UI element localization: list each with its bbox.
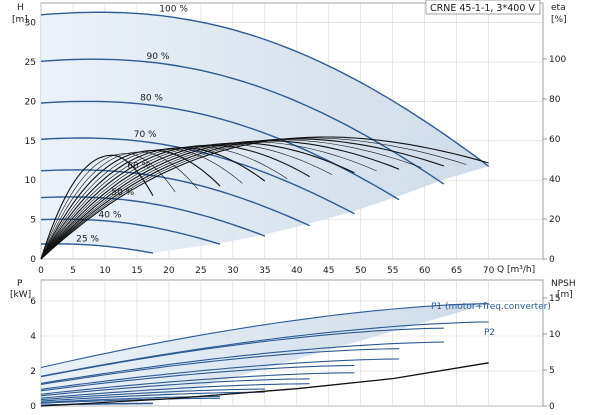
speed-curve — [40, 169, 310, 227]
speed-curve — [40, 218, 221, 245]
efficiency-curve — [40, 149, 221, 260]
speed-curve — [40, 11, 490, 167]
speed-curve — [40, 137, 355, 215]
power-curve-p2 — [40, 321, 489, 377]
x-tick-label: 30 — [227, 266, 239, 276]
efficiency-curve — [40, 141, 377, 260]
efficiency-curve — [40, 151, 198, 260]
power-curve-p1 — [40, 378, 310, 397]
x-tick-label: 60 — [419, 266, 431, 276]
power-tick-label: 2 — [30, 367, 36, 377]
power-tick-label: 6 — [30, 297, 36, 307]
y-tick-label: 30 — [25, 19, 37, 29]
efficiency-curve — [40, 136, 489, 260]
x-tick-label: 50 — [355, 266, 367, 276]
y2-tick-label: 100 — [549, 55, 566, 65]
power-axis-label: P — [17, 279, 23, 289]
x-tick-label: 55 — [387, 266, 398, 276]
y2-tick-label: 40 — [549, 175, 561, 185]
x-tick-label: 10 — [99, 266, 111, 276]
npsh-axis-unit: [m] — [557, 290, 573, 300]
y-tick-label: 0 — [30, 255, 36, 265]
y-tick-label: 10 — [25, 176, 37, 186]
power-curves — [40, 303, 489, 407]
efficiency-axis-label: eta — [551, 3, 566, 13]
y2-tick-label: 60 — [549, 135, 561, 145]
speed-label: 40 % — [99, 210, 122, 220]
power-axis-unit: [kW] — [10, 290, 31, 300]
chart-title-box — [425, 0, 541, 15]
speed-label: 90 % — [147, 52, 170, 62]
speed-label: 70 % — [134, 130, 157, 140]
power-curve-p2 — [40, 391, 265, 402]
x-tick-label: 15 — [131, 266, 142, 276]
head-axis-ticks: 0 5 10 15 20 25 30 35 40 45 50 55 60 65 70 0 5 10 15 20 25 30… — [25, 19, 567, 276]
x-tick-label: 25 — [195, 266, 206, 276]
efficiency-curve — [40, 142, 355, 260]
y2-tick-label: 20 — [549, 215, 561, 225]
efficiency-curve — [40, 143, 333, 260]
speed-label: 100 % — [159, 5, 188, 15]
npsh-tick-label: 5 — [549, 366, 555, 376]
series-label-p2: P2 — [484, 328, 495, 338]
y-tick-label: 15 — [25, 137, 36, 147]
head-axis-unit: [m] — [12, 15, 28, 25]
series-label-p1: P1 (motor+freq.converter) — [431, 302, 551, 312]
chart-title: CRNE 45-1-1, 3*400 V — [430, 3, 535, 14]
power-tick-label: 0 — [30, 402, 36, 412]
npsh-axis-label: NPSH — [551, 279, 576, 289]
speed-curve — [40, 58, 445, 185]
x-tick-label: 35 — [259, 266, 270, 276]
x-tick-label: 20 — [163, 266, 175, 276]
y-tick-label: 25 — [25, 58, 36, 68]
power-curve-p1 — [40, 348, 400, 385]
efficiency-axis-unit: [%] — [551, 15, 567, 25]
npsh-tick-label: 0 — [549, 402, 555, 412]
head-curves: 100 %90 %80 %70 %60 %50 %40 %25 % — [40, 5, 490, 260]
npsh-tick-label: 15 — [549, 294, 560, 304]
power-curve-p1 — [40, 303, 489, 369]
efficiency-curve — [40, 147, 266, 260]
power-axis-ticks: 0 2 4 6 0 5 10 15 — [30, 294, 560, 412]
npsh-tick-label: 10 — [549, 330, 561, 340]
x-tick-label: 70 — [483, 266, 495, 276]
power-curve-p2 — [40, 372, 355, 395]
y2-tick-label: 0 — [549, 255, 555, 265]
efficiency-curve — [40, 137, 467, 260]
x-tick-label: 65 — [451, 266, 462, 276]
speed-label: 80 % — [140, 94, 163, 104]
power-curve-p1 — [40, 327, 444, 378]
efficiency-curve — [40, 146, 288, 260]
y-tick-label: 5 — [30, 216, 36, 226]
x-tick-label: 0 — [38, 266, 44, 276]
speed-curve — [41, 243, 154, 254]
x-tick-label: 40 — [291, 266, 303, 276]
x-tick-label: 45 — [323, 266, 334, 276]
head-axis-label: H — [17, 3, 24, 13]
power-curve-p2 — [40, 397, 221, 404]
power-curve-p1 — [40, 388, 265, 401]
y2-tick-label: 80 — [549, 95, 561, 105]
y-tick-label: 20 — [25, 97, 37, 107]
x-tick-label: 5 — [70, 266, 76, 276]
power-tick-label: 4 — [30, 332, 36, 342]
power-curve-p2 — [40, 383, 310, 399]
flow-axis-label: Q [m³/h] — [497, 265, 535, 275]
speed-label: 25 % — [76, 235, 99, 245]
power-curve-p2 — [40, 341, 444, 384]
efficiency-curve — [40, 148, 243, 260]
efficiency-curve — [40, 153, 176, 260]
power-curve-p1 — [40, 364, 355, 392]
npsh-curve — [40, 362, 489, 407]
efficiency-curve — [40, 154, 154, 260]
power-curve-p2 — [40, 358, 400, 390]
